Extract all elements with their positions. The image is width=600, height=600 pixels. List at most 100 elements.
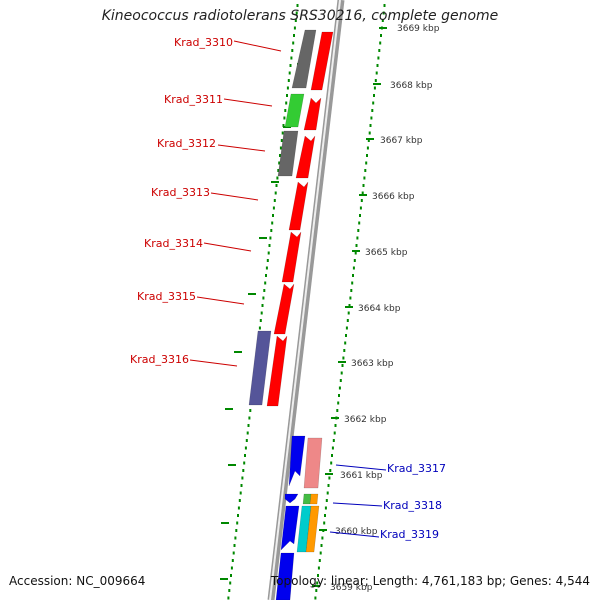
orf-dot bbox=[355, 244, 358, 247]
gene-label[interactable]: Krad_3314 bbox=[144, 237, 203, 250]
orf-dot bbox=[263, 289, 266, 292]
orf-dot bbox=[317, 574, 319, 577]
gene-arrow bbox=[284, 493, 299, 504]
orf-dot bbox=[373, 86, 376, 90]
orf-dot bbox=[229, 581, 232, 585]
orf-dot bbox=[324, 506, 327, 510]
orf-dot bbox=[272, 206, 275, 210]
orf-dot bbox=[323, 521, 326, 525]
orf-dot-tracks bbox=[220, 4, 386, 600]
genome-title: Kineococcus radiotolerans SRS30216, comp… bbox=[101, 8, 499, 24]
orf-dot bbox=[338, 386, 341, 390]
orf-dot bbox=[260, 311, 263, 315]
gene-box bbox=[309, 493, 319, 505]
gene-label[interactable]: Krad_3312 bbox=[157, 137, 216, 150]
gene-box bbox=[305, 505, 320, 553]
orf-dot bbox=[230, 566, 233, 570]
gene-label[interactable]: Krad_3310 bbox=[174, 36, 233, 49]
orf-dot bbox=[237, 514, 239, 517]
leader-line bbox=[223, 98, 273, 107]
gene-box bbox=[303, 437, 323, 489]
orf-dot bbox=[247, 424, 250, 427]
gene-label[interactable]: Krad_3315 bbox=[137, 290, 196, 303]
orf-dot bbox=[321, 536, 324, 540]
orf-dot bbox=[351, 281, 354, 285]
orf-dot bbox=[270, 229, 273, 232]
orf-dot bbox=[365, 161, 368, 165]
gene-arrow bbox=[281, 231, 302, 283]
orf-dot bbox=[285, 101, 288, 105]
gene-arrow bbox=[303, 97, 322, 131]
gene-label[interactable]: Krad_3316 bbox=[130, 353, 189, 366]
orf-dot bbox=[379, 41, 382, 45]
tick-label: 3661 kbp bbox=[340, 471, 383, 481]
orf-dash bbox=[228, 464, 236, 466]
gene-label[interactable]: Krad_3311 bbox=[164, 93, 223, 106]
gene-label[interactable]: Krad_3313 bbox=[151, 186, 210, 199]
orf-dot bbox=[381, 19, 384, 22]
gene-box bbox=[248, 330, 272, 406]
orf-dot bbox=[358, 221, 361, 225]
orf-dot bbox=[357, 229, 360, 232]
orf-dot bbox=[230, 574, 232, 577]
orf-dot bbox=[360, 199, 363, 202]
orf-dot bbox=[269, 236, 272, 240]
orf-dot bbox=[382, 11, 385, 15]
orf-dot bbox=[350, 289, 353, 292]
orf-dot bbox=[274, 191, 277, 195]
orf-dot bbox=[338, 394, 340, 397]
orf-dot bbox=[233, 544, 236, 547]
orf-dot bbox=[296, 4, 299, 7]
orf-dot bbox=[324, 514, 326, 517]
orf-dot bbox=[347, 311, 350, 315]
orf-dot bbox=[278, 161, 281, 165]
orf-dash bbox=[220, 578, 228, 580]
orf-dot bbox=[276, 176, 279, 180]
orf-dot bbox=[258, 326, 261, 330]
leader-line bbox=[196, 296, 245, 305]
orf-dot bbox=[367, 139, 370, 142]
leader-line bbox=[217, 144, 266, 152]
orf-dot bbox=[244, 446, 247, 450]
orf-dot bbox=[283, 116, 286, 120]
orf-dot bbox=[291, 49, 294, 52]
orf-dot bbox=[268, 244, 271, 247]
orf-dot bbox=[370, 116, 373, 120]
gene-label[interactable]: Krad_3318 bbox=[383, 499, 442, 512]
orf-dot bbox=[368, 131, 371, 135]
label-leaders bbox=[189, 40, 387, 538]
orf-dot bbox=[329, 469, 332, 472]
orf-dot bbox=[383, 4, 386, 7]
orf-dot bbox=[249, 409, 252, 412]
gene-box bbox=[277, 130, 299, 177]
orf-dot bbox=[319, 551, 322, 555]
orf-dot bbox=[337, 401, 340, 405]
orf-dot bbox=[286, 94, 288, 97]
orf-dot bbox=[328, 476, 331, 480]
orf-dot bbox=[275, 184, 278, 187]
gene-arrow bbox=[310, 31, 334, 91]
orf-dot bbox=[281, 131, 284, 135]
orf-dot bbox=[364, 169, 367, 172]
orf-dot bbox=[339, 379, 342, 382]
orf-dot bbox=[287, 79, 290, 82]
orf-dot bbox=[374, 79, 377, 82]
orf-dot bbox=[326, 491, 329, 495]
gene-label[interactable]: Krad_3317 bbox=[387, 462, 446, 475]
reverse-features bbox=[275, 435, 323, 600]
orf-dot bbox=[318, 559, 321, 562]
gene-arrow bbox=[288, 435, 306, 487]
orf-dot bbox=[277, 169, 280, 172]
orf-dot bbox=[316, 581, 319, 585]
orf-dot bbox=[242, 469, 245, 472]
orf-dot bbox=[234, 536, 237, 540]
tick-label: 3669 kbp bbox=[397, 24, 440, 34]
orf-dot bbox=[273, 199, 276, 202]
tick-label: 3659 kbp bbox=[330, 583, 373, 593]
orf-dot bbox=[377, 56, 380, 60]
gene-label[interactable]: Krad_3319 bbox=[380, 528, 439, 541]
orf-dot bbox=[238, 499, 241, 502]
orf-dot bbox=[279, 154, 281, 157]
orf-dot bbox=[336, 409, 339, 412]
